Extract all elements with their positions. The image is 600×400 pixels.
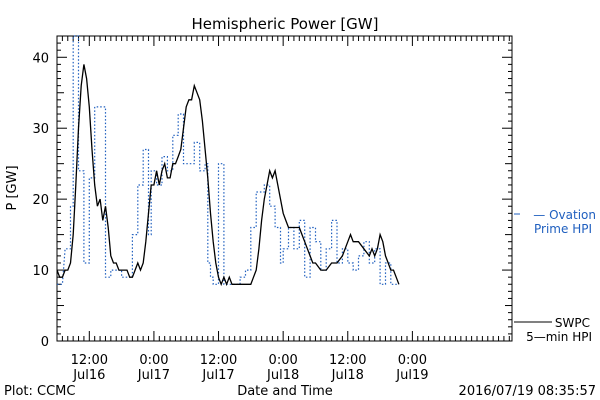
x-tick-label-date: Jul18 xyxy=(331,368,364,383)
x-tick-label: 12:00 xyxy=(71,353,108,368)
x-tick-label: 12:00 xyxy=(329,353,366,368)
y-tick-label: 20 xyxy=(32,193,49,208)
y-tick-label: 30 xyxy=(32,122,49,137)
x-tick-label: 0:00 xyxy=(269,353,298,368)
x-tick-label: 12:00 xyxy=(200,353,237,368)
legend-swpc-line2: 5—min HPI xyxy=(526,330,592,344)
legend-ovation-line1: — Ovation xyxy=(533,208,596,222)
x-tick-label: 0:00 xyxy=(139,353,168,368)
legend-swpc-line1: SWPC xyxy=(555,316,590,330)
x-tick-label-date: Jul16 xyxy=(72,368,105,383)
x-tick-label-date: Jul17 xyxy=(201,368,234,383)
y-tick-label: 40 xyxy=(32,51,49,66)
x-tick-label: 0:00 xyxy=(398,353,427,368)
x-tick-label-date: Jul18 xyxy=(266,368,299,383)
plot-timestamp: 2016/07/19 08:35:57 xyxy=(459,384,596,399)
y-axis-label: P [GW] xyxy=(5,165,20,210)
y-tick-label: 10 xyxy=(32,264,49,279)
chart-title: Hemispheric Power [GW] xyxy=(192,15,379,33)
x-axis-label: Date and Time xyxy=(237,384,333,399)
y-axis-ticks: 0 10 20 30 40 xyxy=(32,35,512,350)
x-tick-label-date: Jul17 xyxy=(137,368,170,383)
x-axis-ticks: 12:00Jul160:00Jul1712:00Jul170:00Jul1812… xyxy=(56,36,510,383)
legend-ovation-line2: Prime HPI xyxy=(534,222,592,236)
plot-frame xyxy=(56,35,513,342)
plot-credit: Plot: CCMC xyxy=(4,384,75,399)
x-tick-label-date: Jul19 xyxy=(395,368,428,383)
y-tick-label: 0 xyxy=(41,335,49,350)
series-swpc-5min-hpi xyxy=(56,64,400,287)
plot-axes xyxy=(56,35,513,342)
series-layer xyxy=(56,35,400,287)
series-ovation-prime-hpi xyxy=(57,35,399,285)
